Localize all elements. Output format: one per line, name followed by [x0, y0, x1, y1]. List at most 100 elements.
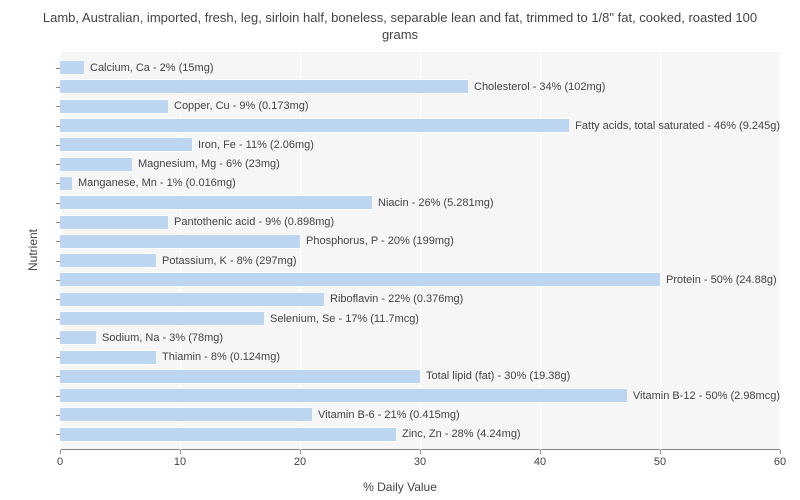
bar: [60, 195, 372, 210]
bar-row: Phosphorus, P - 20% (199mg): [60, 233, 780, 249]
bar: [60, 388, 627, 403]
bar: [60, 176, 72, 191]
bar-label: Riboflavin - 22% (0.376mg): [330, 293, 463, 305]
bar: [60, 157, 132, 172]
y-tick-mark: [56, 338, 60, 339]
bar-row: Iron, Fe - 11% (2.06mg): [60, 137, 780, 153]
bar-row: Protein - 50% (24.88g): [60, 272, 780, 288]
x-tick-label: 40: [534, 456, 546, 468]
bar-label: Copper, Cu - 9% (0.173mg): [174, 100, 309, 112]
bar: [60, 215, 168, 230]
x-tick-mark: [540, 450, 541, 454]
bar-label: Total lipid (fat) - 30% (19.38g): [426, 370, 570, 382]
y-axis-label: Nutrient: [26, 229, 40, 271]
bar-label: Niacin - 26% (5.281mg): [378, 197, 494, 209]
bar-row: Vitamin B-6 - 21% (0.415mg): [60, 407, 780, 423]
x-tick-label: 60: [774, 456, 786, 468]
x-tick-mark: [180, 450, 181, 454]
bars-container: Calcium, Ca - 2% (15mg) Cholesterol - 34%…: [60, 58, 780, 444]
bar: [60, 99, 168, 114]
bar: [60, 79, 468, 94]
x-tick-label: 10: [174, 456, 186, 468]
y-tick-mark: [56, 87, 60, 88]
y-tick-mark: [56, 415, 60, 416]
y-tick-mark: [56, 183, 60, 184]
y-tick-mark: [56, 261, 60, 262]
bar: [60, 407, 312, 422]
bar-row: Magnesium, Mg - 6% (23mg): [60, 156, 780, 172]
bar: [60, 137, 192, 152]
y-tick-mark: [56, 145, 60, 146]
bar: [60, 234, 300, 249]
bar-label: Pantothenic acid - 9% (0.898mg): [174, 216, 334, 228]
bar: [60, 253, 156, 268]
y-tick-mark: [56, 203, 60, 204]
y-tick-mark: [56, 241, 60, 242]
bar-label: Manganese, Mn - 1% (0.016mg): [78, 177, 236, 189]
chart-title: Lamb, Australian, imported, fresh, leg, …: [0, 0, 800, 48]
bar-label: Magnesium, Mg - 6% (23mg): [138, 158, 280, 170]
bar: [60, 330, 96, 345]
y-tick-mark: [56, 376, 60, 377]
y-tick-mark: [56, 280, 60, 281]
bar-label: Phosphorus, P - 20% (199mg): [306, 235, 454, 247]
bar: [60, 350, 156, 365]
x-tick-label: 20: [294, 456, 306, 468]
bar: [60, 369, 420, 384]
x-tick-mark: [780, 450, 781, 454]
bar-label: Sodium, Na - 3% (78mg): [102, 332, 223, 344]
x-tick-mark: [300, 450, 301, 454]
x-tick-mark: [660, 450, 661, 454]
bar-label: Vitamin B-6 - 21% (0.415mg): [318, 409, 460, 421]
bar: [60, 60, 84, 75]
x-tick-mark: [60, 450, 61, 454]
y-tick-mark: [56, 222, 60, 223]
bar-row: Thiamin - 8% (0.124mg): [60, 349, 780, 365]
grid-line: [780, 52, 781, 450]
bar-label: Fatty acids, total saturated - 46% (9.24…: [575, 120, 780, 132]
bar: [60, 292, 324, 307]
y-tick-mark: [56, 299, 60, 300]
y-tick-mark: [56, 357, 60, 358]
bar-row: Manganese, Mn - 1% (0.016mg): [60, 175, 780, 191]
bar-label: Calcium, Ca - 2% (15mg): [90, 62, 213, 74]
y-tick-mark: [56, 106, 60, 107]
bar: [60, 272, 660, 287]
bar-row: Copper, Cu - 9% (0.173mg): [60, 98, 780, 114]
y-tick-mark: [56, 396, 60, 397]
bar-row: Potassium, K - 8% (297mg): [60, 253, 780, 269]
bar-row: Calcium, Ca - 2% (15mg): [60, 60, 780, 76]
bar-label: Selenium, Se - 17% (11.7mcg): [270, 313, 419, 325]
bar-label: Vitamin B-12 - 50% (2.98mcg): [633, 390, 780, 402]
x-tick-label: 50: [654, 456, 666, 468]
bar-row: Cholesterol - 34% (102mg): [60, 79, 780, 95]
bar: [60, 427, 396, 442]
bar-label: Zinc, Zn - 28% (4.24mg): [402, 428, 521, 440]
x-tick-label: 0: [57, 456, 63, 468]
x-tick-mark: [420, 450, 421, 454]
bar-label: Potassium, K - 8% (297mg): [162, 255, 297, 267]
bar-row: Niacin - 26% (5.281mg): [60, 195, 780, 211]
x-axis-label: % Daily Value: [363, 480, 437, 494]
bar-label: Thiamin - 8% (0.124mg): [162, 351, 280, 363]
y-tick-mark: [56, 319, 60, 320]
bar-label: Cholesterol - 34% (102mg): [474, 81, 605, 93]
x-tick-label: 30: [414, 456, 426, 468]
bar-row: Pantothenic acid - 9% (0.898mg): [60, 214, 780, 230]
bar-label: Iron, Fe - 11% (2.06mg): [198, 139, 314, 151]
bar-row: Sodium, Na - 3% (78mg): [60, 330, 780, 346]
bar-row: Selenium, Se - 17% (11.7mcg): [60, 311, 780, 327]
bar: [60, 118, 569, 133]
bar-row: Total lipid (fat) - 30% (19.38g): [60, 368, 780, 384]
y-tick-mark: [56, 434, 60, 435]
bar-row: Vitamin B-12 - 50% (2.98mcg): [60, 388, 780, 404]
bar-row: Fatty acids, total saturated - 46% (9.24…: [60, 118, 780, 134]
bar-label: Protein - 50% (24.88g): [666, 274, 777, 286]
bar-row: Zinc, Zn - 28% (4.24mg): [60, 426, 780, 442]
y-tick-mark: [56, 68, 60, 69]
y-tick-mark: [56, 126, 60, 127]
y-tick-mark: [56, 164, 60, 165]
plot-area: Calcium, Ca - 2% (15mg) Cholesterol - 34%…: [60, 52, 780, 450]
bar: [60, 311, 264, 326]
bar-row: Riboflavin - 22% (0.376mg): [60, 291, 780, 307]
